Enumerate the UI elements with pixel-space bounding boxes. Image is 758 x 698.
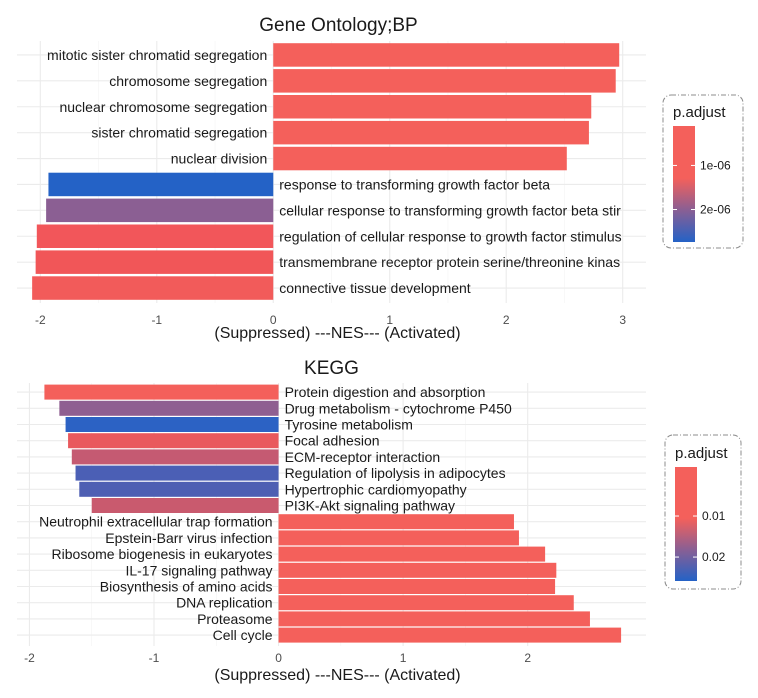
legend-colorbar: [673, 126, 695, 242]
x-axis-label: (Suppressed) ---NES--- (Activated): [214, 667, 460, 684]
bar-label: Focal adhesion: [285, 433, 380, 449]
bar-label: response to transforming growth factor b…: [279, 176, 550, 192]
bar: [278, 546, 546, 562]
bar-label: ECM-receptor interaction: [285, 449, 441, 465]
bar: [273, 69, 616, 93]
bar: [32, 276, 274, 300]
legend-tick-label: 0.01: [702, 509, 726, 523]
bar-label: Drug metabolism - cytochrome P450: [285, 400, 512, 416]
bar: [278, 595, 574, 611]
bar-label: PI3K-Akt signaling pathway: [285, 498, 455, 514]
bar: [68, 433, 279, 449]
bar-label: Epstein-Barr virus infection: [105, 530, 272, 546]
bar: [278, 579, 556, 594]
bar-label: connective tissue development: [279, 280, 471, 296]
bar: [278, 530, 519, 546]
bar-label: Protein digestion and absorption: [285, 384, 486, 400]
chart-title: KEGG: [304, 358, 359, 379]
x-tick-label: -2: [24, 651, 35, 665]
legend-tick-label: 0.02: [702, 550, 726, 564]
legend-tick-label: 2e-06: [700, 203, 731, 217]
x-tick-label: -1: [151, 313, 162, 327]
panel-go-bp: mitotic sister chromatid segregation chro…: [17, 15, 744, 342]
bar-label: mitotic sister chromatid segregation: [47, 47, 267, 63]
bar-label: DNA replication: [176, 595, 273, 611]
bar-label: nuclear chromosome segregation: [59, 99, 267, 115]
bar-label: Ribosome biogenesis in eukaryotes: [52, 546, 273, 562]
bar-label: nuclear division: [171, 151, 268, 167]
bar-label: Neutrophil extracellular trap formation: [39, 514, 272, 530]
bar: [278, 562, 557, 578]
bar-label: IL-17 signaling pathway: [125, 562, 272, 578]
bar: [278, 627, 622, 643]
x-tick-label: 0: [275, 651, 282, 665]
bar: [278, 514, 514, 530]
bar-label: Regulation of lipolysis in adipocytes: [285, 465, 506, 481]
bar: [71, 449, 279, 465]
legend: p.adjust 0.01 0.02: [664, 434, 742, 590]
bar: [48, 172, 274, 197]
bar-label: regulation of cellular response to growt…: [279, 228, 621, 244]
chart-title: Gene Ontology;BP: [259, 15, 417, 36]
x-tick-label: -2: [35, 313, 46, 327]
bar: [65, 417, 279, 432]
legend: p.adjust 1e-06 2e-06: [662, 94, 744, 249]
x-tick-label: 2: [503, 313, 510, 327]
x-axis-label: (Suppressed) ---NES--- (Activated): [214, 325, 460, 342]
x-tick-label: 2: [524, 651, 531, 665]
x-tick-label: 3: [619, 313, 626, 327]
bar: [273, 95, 592, 119]
legend-title: p.adjust: [675, 445, 728, 462]
bar: [59, 400, 279, 416]
bar: [75, 465, 279, 481]
bar-label: sister chromatid segregation: [91, 125, 267, 141]
legend-tick-label: 1e-06: [700, 158, 731, 172]
bar: [278, 611, 590, 627]
bar-label: Proteasome: [197, 611, 273, 627]
x-tick-label: -1: [149, 651, 160, 665]
bar: [273, 43, 620, 67]
bar-label: cellular response to transforming growth…: [279, 202, 621, 218]
bar: [44, 384, 279, 400]
bar-label: transmembrane receptor protein serine/th…: [279, 254, 620, 270]
bar: [35, 250, 274, 274]
bar: [36, 224, 274, 248]
x-tick-label: 1: [386, 313, 393, 327]
bar: [273, 120, 589, 145]
bar: [273, 146, 567, 171]
bar-label: Biosynthesis of amino acids: [100, 579, 273, 595]
bar-label: Tyrosine metabolism: [285, 417, 413, 433]
bar: [91, 498, 279, 513]
bar: [46, 198, 274, 223]
legend-colorbar: [675, 467, 697, 581]
bar-label: Hypertrophic cardiomyopathy: [285, 481, 467, 497]
x-tick-label: 0: [270, 313, 277, 327]
bar: [79, 481, 279, 497]
x-tick-label: 1: [400, 651, 407, 665]
bar-label: Cell cycle: [213, 627, 273, 643]
legend-title: p.adjust: [673, 104, 726, 121]
bar-label: chromosome segregation: [109, 73, 267, 89]
